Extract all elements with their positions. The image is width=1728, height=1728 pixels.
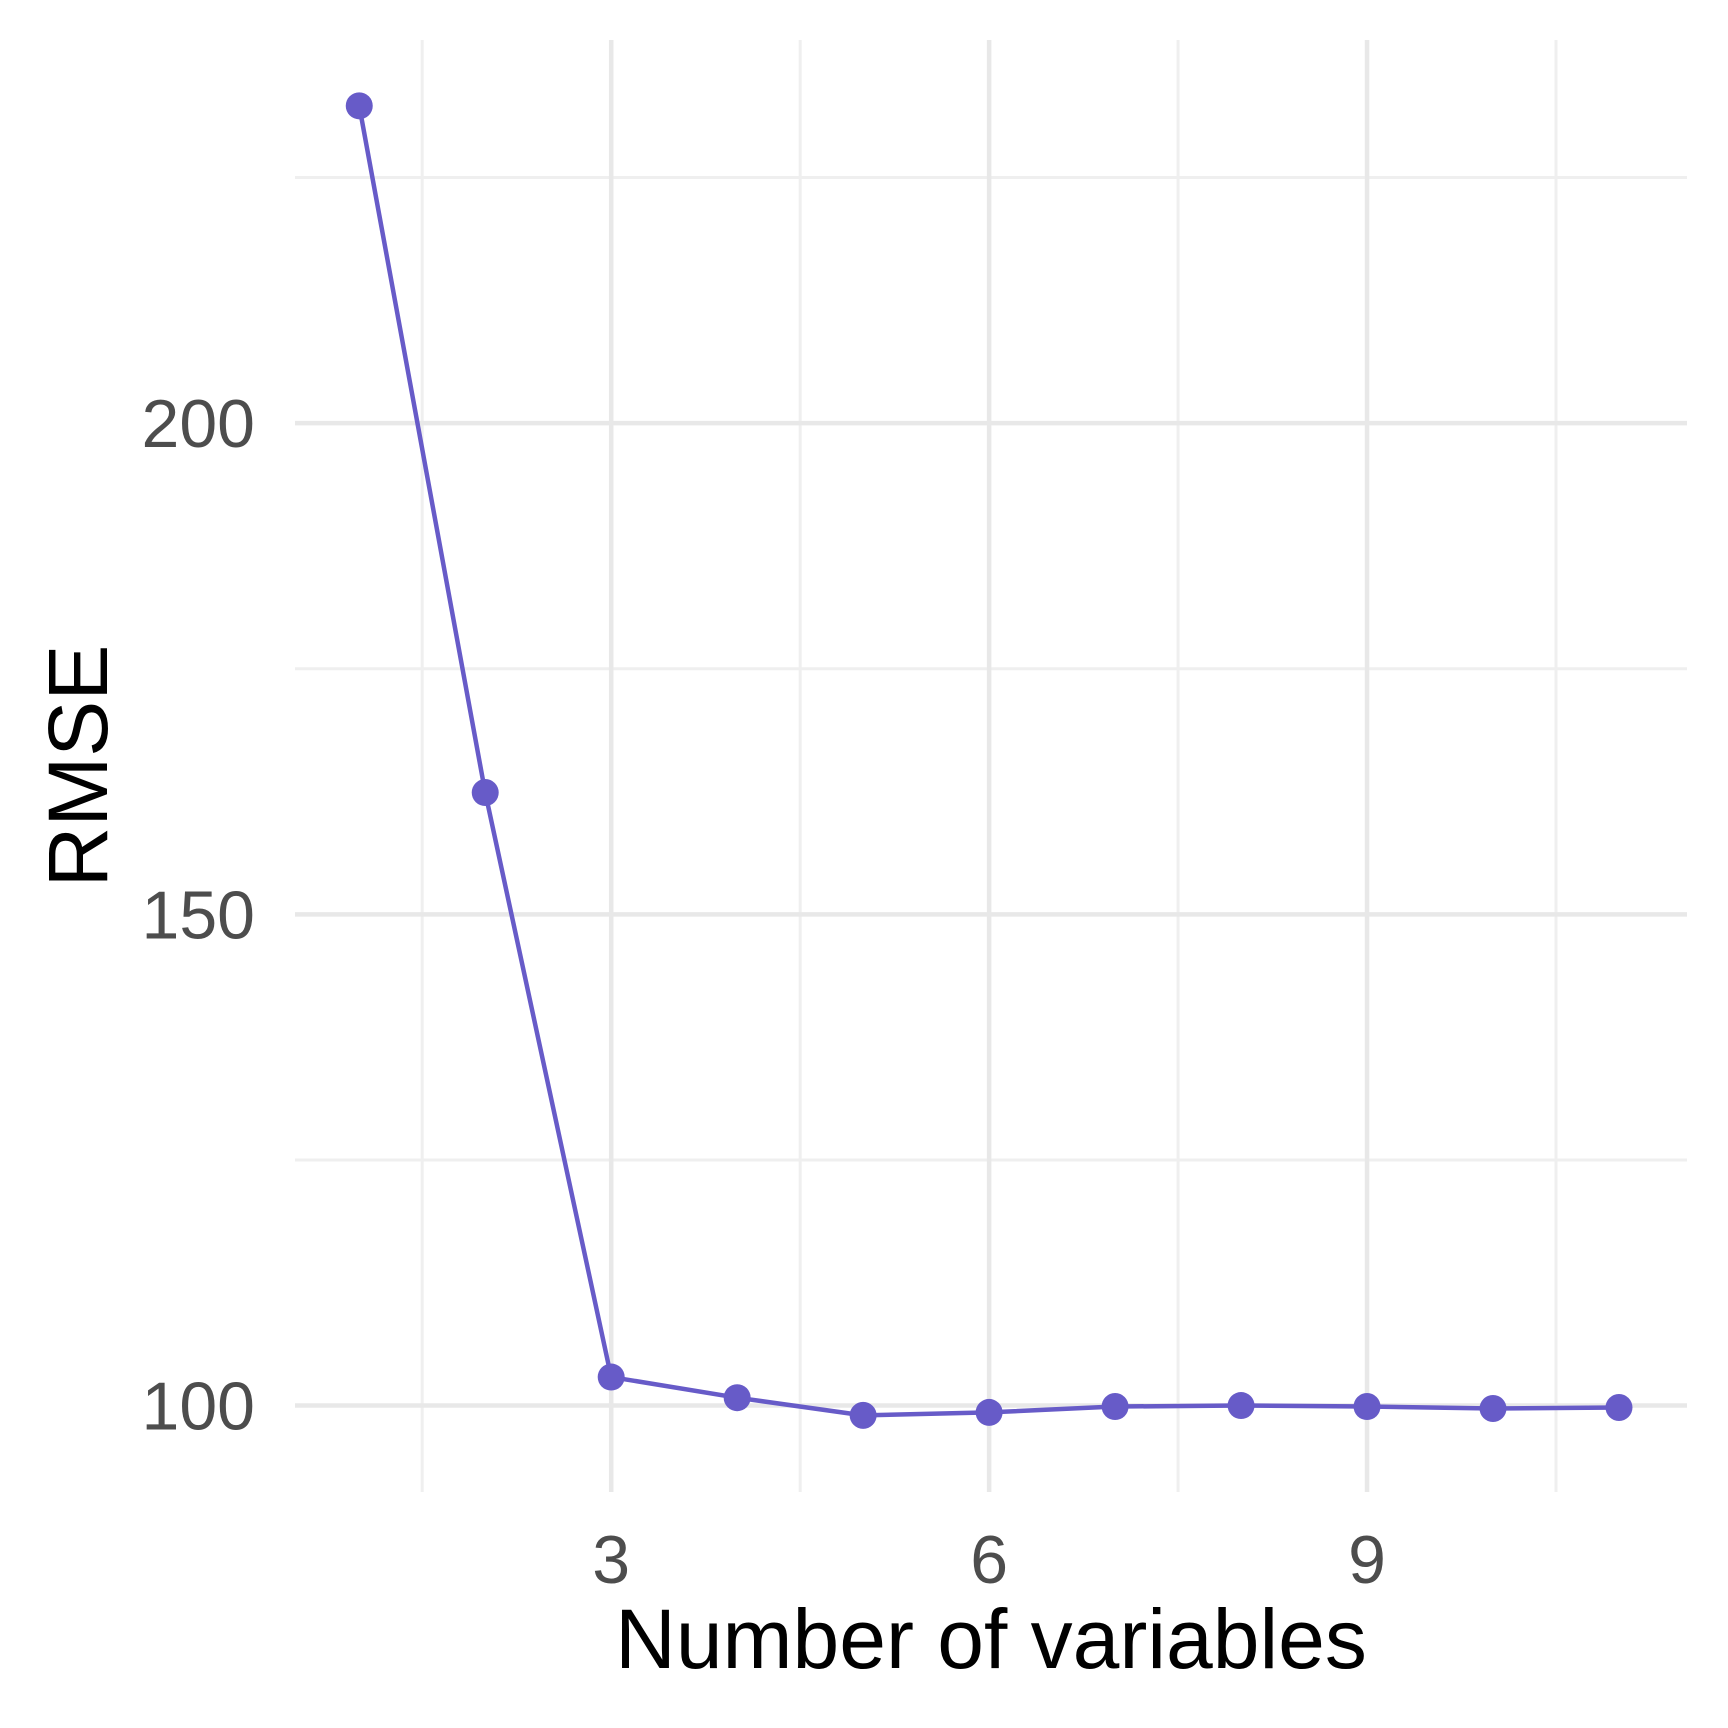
y-axis-title: RMSE: [31, 645, 125, 888]
x-axis-title: Number of variables: [615, 1592, 1367, 1686]
data-point: [471, 779, 499, 807]
data-point: [345, 92, 373, 120]
data-point: [1101, 1393, 1129, 1421]
y-axis-tick-labels: 100 150 200: [142, 386, 255, 1444]
data-point: [723, 1384, 751, 1412]
x-tick-label: 9: [1348, 1522, 1386, 1598]
x-tick-label: 6: [970, 1522, 1008, 1598]
data-point: [597, 1363, 625, 1391]
data-point: [1227, 1392, 1255, 1420]
data-points: [345, 92, 1633, 1429]
x-axis-tick-labels: 3 6 9: [592, 1522, 1386, 1598]
data-point: [849, 1401, 877, 1429]
data-point: [975, 1398, 1003, 1426]
major-gridlines: [295, 40, 1687, 1492]
data-point: [1353, 1393, 1381, 1421]
data-point: [1479, 1394, 1507, 1422]
y-tick-label: 200: [142, 386, 255, 462]
y-tick-label: 150: [142, 877, 255, 953]
x-tick-label: 3: [592, 1522, 630, 1598]
data-point: [1605, 1394, 1633, 1422]
y-tick-label: 100: [142, 1369, 255, 1445]
